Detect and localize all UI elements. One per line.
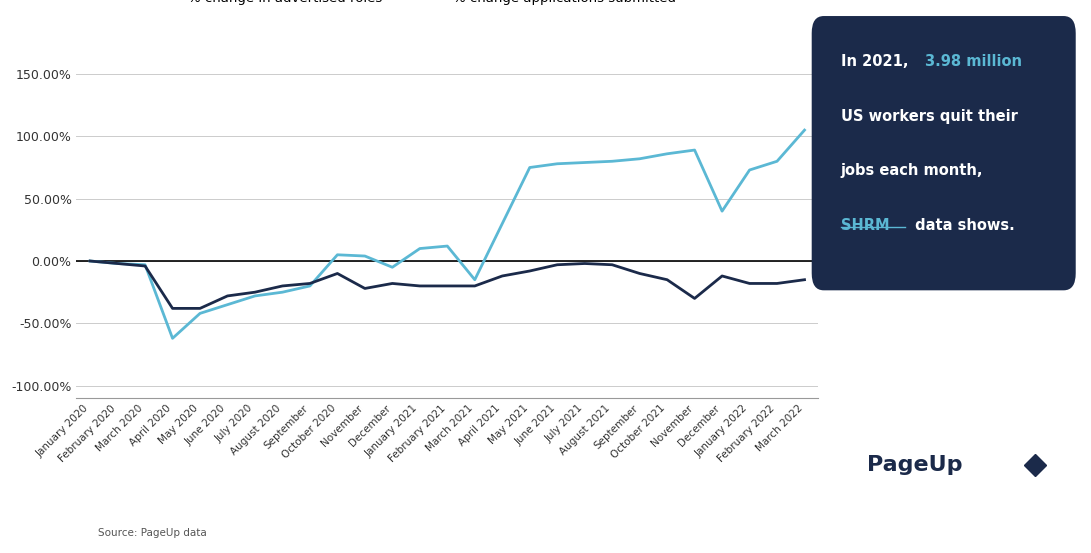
- Text: US workers quit their: US workers quit their: [840, 108, 1018, 124]
- Text: SHRM: SHRM: [840, 218, 889, 233]
- Text: In 2021,: In 2021,: [840, 54, 913, 69]
- FancyBboxPatch shape: [812, 16, 1076, 290]
- Text: 3.98 million: 3.98 million: [924, 54, 1021, 69]
- Text: data shows.: data shows.: [910, 218, 1015, 233]
- Text: PageUp: PageUp: [867, 455, 962, 475]
- Text: Source: PageUp data: Source: PageUp data: [98, 529, 207, 539]
- Legend: % change in advertised roles, % change applications submitted: % change in advertised roles, % change a…: [140, 0, 681, 10]
- Text: jobs each month,: jobs each month,: [840, 164, 983, 179]
